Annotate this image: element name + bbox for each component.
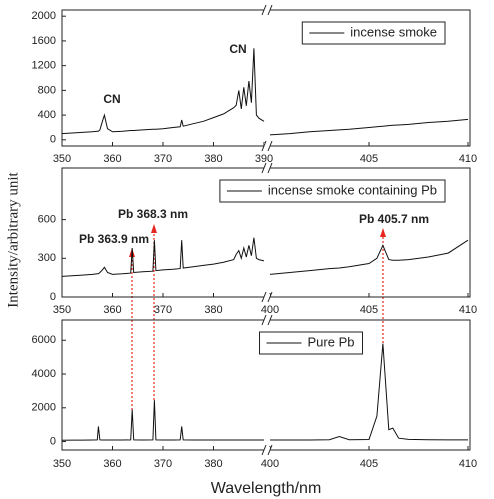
x-tick-label: 370 [154, 153, 172, 165]
y-tick-label: 2000 [32, 402, 56, 414]
axis-break [261, 4, 267, 16]
legend-label: incense smoke containing Pb [268, 182, 437, 197]
axis-break [267, 162, 273, 174]
x-tick-label: 410 [459, 304, 477, 316]
legend-box [219, 179, 446, 203]
annotation: Pb 405.7 nm [359, 212, 429, 226]
y-tick-label: 4000 [32, 368, 56, 380]
x-tick-label: 370 [154, 304, 172, 316]
x-tick-label: 390 [255, 153, 273, 165]
y-axis-label: Intensity/arbitrary unit [5, 171, 21, 307]
x-tick-label: 350 [53, 153, 71, 165]
axis-break [267, 314, 273, 326]
x-tick-label: 405 [360, 458, 378, 470]
legend-box [301, 21, 446, 45]
axis-break-gap [264, 447, 270, 453]
x-tick-label: 405 [360, 304, 378, 316]
x-tick-label: 360 [103, 458, 121, 470]
x-tick-label: 410 [459, 458, 477, 470]
x-tick-label: 360 [103, 153, 121, 165]
axis-break [267, 291, 273, 303]
x-tick-label: 350 [53, 458, 71, 470]
axis-break [261, 140, 267, 152]
axis-break [261, 444, 267, 456]
spectrum-line [270, 343, 468, 441]
axis-break [261, 291, 267, 303]
axis-break-gap [264, 7, 270, 13]
y-tick-label: 800 [38, 84, 56, 96]
spectrum-line [61, 48, 265, 135]
y-tick-label: 0 [50, 435, 56, 447]
x-tick-label: 370 [154, 458, 172, 470]
axis-break-gap [264, 294, 270, 300]
x-tick-label: 350 [53, 304, 71, 316]
arrows [131, 232, 384, 410]
arrow-heads [129, 224, 386, 257]
annotation: CN [103, 92, 120, 106]
axis-break [261, 314, 267, 326]
y-tick-label: 0 [50, 134, 56, 146]
x-tick-label: 410 [459, 153, 477, 165]
spectrum-line [269, 239, 469, 275]
y-tick-label: 6000 [32, 334, 56, 346]
axis-break [267, 140, 273, 152]
axis-break-gap [264, 165, 270, 171]
legend-box [259, 331, 363, 355]
y-tick-label: 600 [38, 214, 56, 226]
spectrum-line [61, 237, 265, 277]
annotation: Pb 363.9 nm [79, 232, 149, 246]
axis-break [267, 444, 273, 456]
legend-label: Pure Pb [308, 334, 355, 349]
x-tick-label: 380 [204, 458, 222, 470]
x-axis-label: Wavelength/nm [211, 480, 322, 497]
plot-frame [61, 319, 471, 451]
axis-break [261, 162, 267, 174]
y-tick-label: 1200 [32, 60, 56, 72]
annotation: Pb 368.3 nm [118, 207, 188, 221]
arrow-head [151, 224, 157, 233]
y-tick-label: 0 [50, 291, 56, 303]
arrow-head [380, 228, 386, 237]
y-tick-label: 400 [38, 109, 56, 121]
axis-break-gap [264, 317, 270, 323]
spectrum-line [269, 118, 469, 136]
legend-label: incense smoke [350, 24, 437, 39]
y-tick-label: 1600 [32, 35, 56, 47]
x-tick-label: 380 [204, 153, 222, 165]
x-tick-label: 400 [261, 458, 279, 470]
x-tick-label: 360 [103, 304, 121, 316]
axis-break [267, 4, 273, 16]
x-tick-label: 400 [261, 304, 279, 316]
y-tick-label: 300 [38, 252, 56, 264]
spectrum-line [61, 400, 264, 441]
y-tick-label: 2000 [32, 10, 56, 22]
axis-break-gap [264, 143, 270, 149]
x-tick-label: 405 [360, 153, 378, 165]
x-tick-label: 380 [204, 304, 222, 316]
annotation: CN [229, 42, 246, 56]
